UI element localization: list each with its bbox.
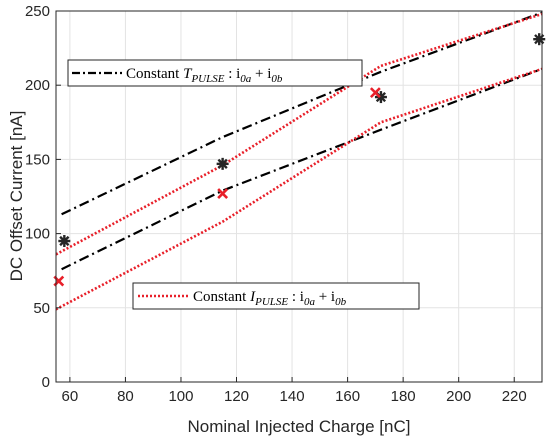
x-tick-label: 100 <box>168 388 193 405</box>
cross-marker <box>217 188 229 199</box>
legend-t-plus: + i <box>251 66 271 82</box>
y-axis-label: DC Offset Current [nA] <box>7 111 26 282</box>
legend-t-sub2: 0b <box>271 73 283 85</box>
svg-text:Constant IPULSE : i0a + i0b: Constant IPULSE : i0a + i0b <box>193 289 347 308</box>
x-tick-label: 180 <box>391 388 416 405</box>
legend-i-rest: : i <box>288 289 304 305</box>
x-axis-label: Nominal Injected Charge [nC] <box>187 417 410 436</box>
x-tick-label: 220 <box>502 388 527 405</box>
legend-t-sub1: 0a <box>240 73 252 85</box>
plot-frame <box>55 10 543 383</box>
asterisk-marker <box>216 157 229 170</box>
x-tick-label: 60 <box>62 388 79 405</box>
asterisk-marker <box>533 33 546 46</box>
legend-i-sub: PULSE <box>254 296 288 308</box>
legend-t-sub: PULSE <box>190 73 224 85</box>
legend-i-sub1: 0a <box>304 296 316 308</box>
legend-t-var: T <box>183 66 193 82</box>
y-tick-label: 100 <box>25 226 50 243</box>
x-tick-label: 140 <box>280 388 305 405</box>
y-tick-label: 0 <box>42 374 50 391</box>
y-ticks: 0 50 100 150 200 250 <box>25 3 61 391</box>
asterisk-marker <box>58 235 71 248</box>
x-ticks: 60 80 100 120 140 160 180 200 220 <box>62 377 527 405</box>
marker-layer <box>53 33 546 287</box>
cross-marker <box>369 87 381 99</box>
svg-text:Constant TPULSE : i0a + i0b: Constant TPULSE : i0a + i0b <box>126 66 283 85</box>
y-tick-label: 200 <box>25 77 50 94</box>
series-0-line-0 <box>61 11 543 216</box>
legend-i-sub2: 0b <box>335 296 347 308</box>
legend-t-prefix: Constant <box>126 66 183 82</box>
series-1-line-0 <box>55 12 543 256</box>
series-layer <box>55 11 543 311</box>
y-tick-label: 50 <box>33 300 50 317</box>
x-tick-label: 200 <box>446 388 471 405</box>
x-tick-label: 80 <box>117 388 134 405</box>
x-tick-label: 160 <box>335 388 360 405</box>
legend-i-prefix: Constant <box>193 289 250 305</box>
legend-constant-t-pulse: Constant TPULSE : i0a + i0b <box>67 59 363 87</box>
legend-i-plus: + i <box>315 289 335 305</box>
series-1-line-1 <box>55 67 543 311</box>
x-tick-label: 120 <box>224 388 249 405</box>
series-0-line-1 <box>61 67 543 271</box>
legend-constant-i-pulse: Constant IPULSE : i0a + i0b <box>132 282 420 310</box>
legend-i-var: I <box>249 289 256 305</box>
y-tick-label: 150 <box>25 151 50 168</box>
legend-t-rest: : i <box>224 66 240 82</box>
y-tick-label: 250 <box>25 3 50 20</box>
